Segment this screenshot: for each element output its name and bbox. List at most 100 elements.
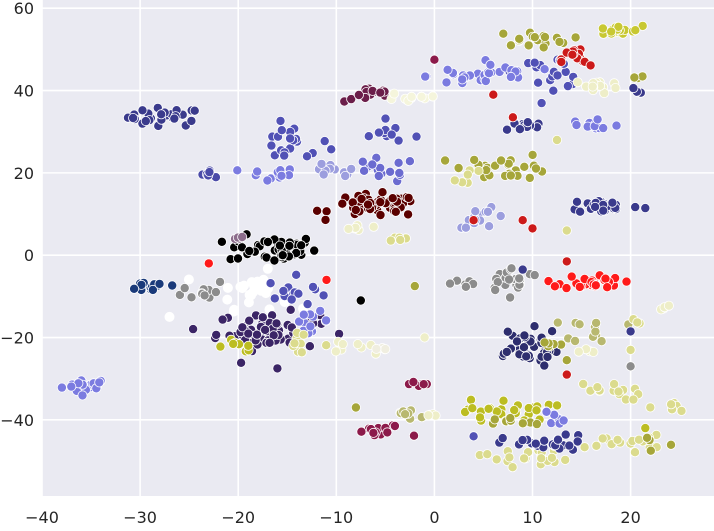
data-point [453,162,464,173]
data-point [274,240,285,251]
data-point [350,204,361,215]
data-point [609,379,620,390]
data-point [465,394,476,405]
data-point [628,83,639,94]
data-point [460,222,471,233]
data-point [523,40,534,51]
data-point [542,351,553,362]
data-point [298,329,309,340]
data-point [613,21,624,32]
data-point [262,175,273,186]
data-point [567,49,578,60]
data-point [519,342,530,353]
data-point [467,403,478,414]
data-point [610,83,621,94]
data-point [56,382,67,393]
data-point [552,400,563,411]
data-point [613,386,624,397]
data-point [495,210,506,221]
data-point [252,166,263,177]
x-tick-label: −30 [123,508,157,527]
data-point [355,295,366,306]
data-point [504,274,515,285]
data-point [482,206,493,217]
data-point [129,283,140,294]
data-point [539,337,550,348]
data-point [598,123,609,134]
data-point [169,113,180,124]
data-point [505,413,516,424]
data-point [393,135,404,146]
data-point [154,278,165,289]
data-point [502,326,513,337]
data-point [560,429,571,440]
data-point [321,206,332,217]
data-point [560,454,571,465]
data-point [271,318,282,329]
data-point [574,281,585,292]
data-point [519,330,530,341]
data-point [368,427,379,438]
data-point [337,198,348,209]
data-point [315,305,326,316]
data-point [269,293,280,304]
data-point [572,436,583,447]
data-point [440,155,451,166]
data-point [634,434,645,445]
data-point [462,169,473,180]
data-point [628,394,639,405]
plot-background [42,0,714,496]
data-point [632,317,643,328]
data-point [521,351,532,362]
data-point [216,236,227,247]
data-point [420,71,431,82]
data-point [489,414,500,425]
data-point [571,120,582,131]
data-point [533,77,544,88]
data-point [368,221,379,232]
data-point [621,276,632,287]
x-tick-label: −20 [221,508,255,527]
data-point [554,36,565,47]
data-point [561,369,572,380]
data-point [517,215,528,226]
data-point [346,163,357,174]
data-point [237,322,248,333]
data-point [408,376,419,387]
data-point [330,346,341,357]
data-point [630,25,641,36]
data-point [552,70,563,81]
data-point [367,159,378,170]
data-point [301,151,312,162]
data-point [302,299,313,310]
data-point [298,309,309,320]
data-point [531,419,542,430]
data-point [390,206,401,217]
data-point [304,341,315,352]
data-point [321,340,332,351]
data-point [276,125,287,136]
data-point [566,271,577,282]
data-point [265,278,276,289]
data-point [505,40,516,51]
data-point [363,131,374,142]
data-point [251,329,262,340]
data-point [385,235,396,246]
data-point [228,306,239,317]
data-point [663,300,674,311]
data-point [645,445,656,456]
data-point [561,355,572,366]
data-point [362,199,373,210]
data-point [326,144,337,155]
data-point [485,59,496,70]
data-point [501,346,512,357]
data-point [408,430,419,441]
data-point [514,273,525,284]
data-point [375,209,386,220]
data-point [316,158,327,169]
data-point [666,439,677,450]
data-point [232,165,243,176]
data-point [264,337,275,348]
data-point [501,124,512,135]
data-point [587,81,598,92]
